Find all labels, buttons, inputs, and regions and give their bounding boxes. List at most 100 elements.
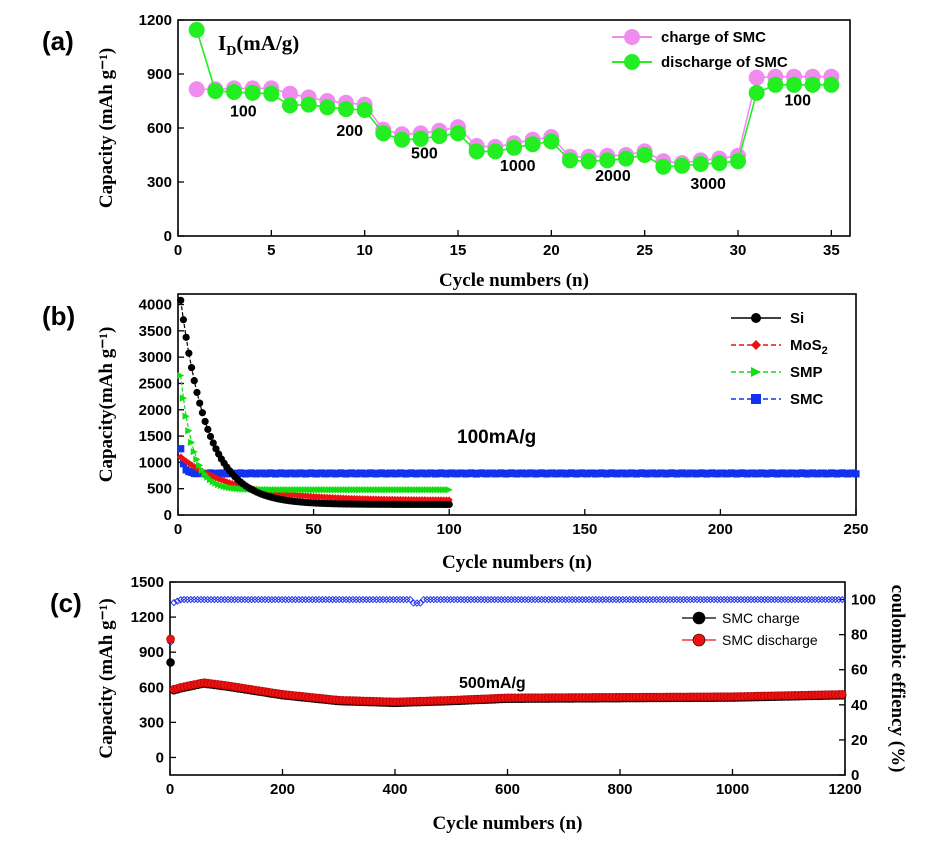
panel-a-data-point	[524, 136, 541, 153]
panel-a-data-point	[207, 83, 224, 100]
panel-b-data-point	[179, 316, 188, 324]
panel-b-data-point	[187, 438, 196, 446]
panel-b-data-point	[445, 496, 453, 504]
panel-b-data-point	[193, 388, 201, 397]
panel-c-y-axis-label: Capacity (mAh g⁻¹)	[96, 598, 117, 758]
panel-a-label: (a)	[42, 26, 74, 56]
panel-b-data-point	[217, 476, 225, 484]
panel-a-x-tick-label: 35	[823, 242, 840, 259]
panel-c-right-tick-label: 40	[851, 697, 868, 714]
panel-b-x-axis-label: Cycle numbers (n)	[442, 552, 592, 573]
panel-a-data-point	[244, 84, 261, 101]
panel-a-data-point	[580, 153, 597, 170]
panel-c-right-tick-label: 60	[851, 662, 868, 679]
panel-b-data-point	[179, 394, 188, 402]
panel-b-legend-subscript: 2	[822, 345, 828, 357]
panel-a-legend-entry: charge of SMC	[661, 29, 766, 46]
panel-a-data-point	[599, 152, 616, 169]
panel-c-x-tick-label: 1000	[716, 781, 749, 798]
panel-a-data-point	[338, 101, 354, 118]
panel-b-y-tick-label: 3500	[139, 323, 172, 340]
panel-a-data-point	[356, 102, 373, 118]
panel-a-y-tick-label: 600	[147, 120, 172, 137]
panel-c-x-tick-label: 600	[495, 781, 520, 798]
panel-b-data-point	[185, 349, 193, 357]
panel-a-x-tick-label: 5	[267, 242, 275, 259]
panel-c-y-tick-label: 900	[139, 644, 164, 661]
panel-a-x-tick-label: 10	[356, 242, 373, 259]
panel-c-x-tick-label: 400	[382, 781, 407, 798]
panel-b-plot-frame	[177, 293, 857, 516]
panel-b-y-tick-label: 0	[164, 507, 172, 524]
panel-b-y-tick-label: 4000	[139, 297, 172, 314]
panel-c-efficiency-point	[173, 597, 182, 605]
panel-a-x-tick-label: 30	[730, 242, 747, 259]
panel-a-x-tick-label: 20	[543, 242, 560, 259]
panel-a-rate-label: 100	[784, 93, 811, 110]
panel-a-data-point	[767, 76, 784, 93]
panel-c-capacity-point	[837, 690, 847, 699]
panel-a-legend-entry: discharge of SMC	[661, 54, 788, 71]
panel-a-rate-label: 3000	[690, 176, 726, 193]
panel-b-y-tick-label: 2500	[139, 375, 172, 392]
panel-b-y-axis-label: Capacity(mAh g⁻¹)	[96, 327, 117, 483]
panel-a-y-tick-label: 900	[147, 66, 172, 83]
panel-a-data-point	[375, 125, 392, 142]
panel-a-data-point	[562, 152, 578, 169]
panel-b-data-point	[201, 417, 209, 426]
panel-b-x-tick-label: 100	[437, 521, 462, 538]
panel-a-data-point	[748, 84, 765, 101]
panel-c-y-tick-label: 1500	[131, 574, 164, 591]
panel-a-data-point	[468, 143, 485, 160]
panel-a-y-tick-label: 300	[147, 174, 172, 191]
panel-a-rate-label: 100	[230, 103, 257, 120]
panel-c-rate-label: 500mA/g	[459, 675, 526, 692]
panel-a-data-point	[543, 133, 560, 150]
panel-b-chart: 0 50 100 150 200 2500500100015002000250030003…	[96, 293, 869, 573]
panel-b-data-point	[187, 364, 196, 372]
panel-c-legend-entry: SMC charge	[722, 610, 800, 626]
panel-c-legend-marker	[692, 633, 706, 647]
panel-b-data-point	[198, 466, 207, 474]
panel-c-y-tick-label: 600	[139, 679, 164, 696]
panel-a-data-point	[618, 150, 634, 167]
panel-c-right-tick-label: 100	[851, 592, 876, 609]
panel-a-data-point	[319, 99, 336, 116]
panel-b-legend-entry: SMP	[790, 364, 823, 381]
panel-c-y-tick-label: 300	[139, 714, 164, 731]
panel-c-x-axis-label: Cycle numbers (n)	[433, 813, 583, 834]
panel-b-data-point	[445, 486, 453, 494]
panel-b-data-point	[445, 500, 453, 509]
panel-a-x-axis-label: Cycle numbers (n)	[439, 270, 589, 291]
panel-b-data-point	[177, 453, 185, 461]
panel-b-data-point	[204, 425, 212, 433]
panel-b-data-point	[179, 460, 188, 468]
panel-b-data-point	[209, 439, 217, 447]
panel-b-legend-entry: Si	[790, 310, 804, 327]
panel-c-efficiency-point	[838, 595, 846, 604]
panel-a-data-point	[188, 21, 205, 38]
panel-b-data-point	[182, 412, 190, 420]
panel-b-data-point	[177, 296, 185, 304]
panel-b-rate-label: 100mA/g	[457, 427, 536, 448]
panel-a-data-point	[450, 125, 466, 142]
panel-c-legend-entry: SMC discharge	[722, 632, 818, 648]
panel-b-data-point	[193, 455, 201, 463]
panel-c-efficiency-point	[170, 598, 178, 607]
panel-b-legend-marker	[751, 313, 761, 323]
panel-a-chart: 0 5 10 15 20 25 30 35 0 300 600 900 1200 Cycle number…	[96, 12, 851, 291]
panel-c-x-tick-label: 800	[607, 781, 632, 798]
panel-a-data-point	[431, 128, 448, 145]
panel-b-data-point	[182, 333, 190, 341]
panel-c-right-tick-label: 20	[851, 732, 868, 749]
panel-a-legend-marker	[624, 54, 640, 70]
panel-a-data-point	[188, 81, 205, 98]
panel-a-rate-label: 500	[411, 146, 438, 163]
panel-c-right-tick-label: 0	[851, 767, 859, 784]
panel-c-y-tick-label: 1200	[131, 609, 164, 626]
panel-b-y-tick-label: 1000	[139, 454, 172, 471]
panel-a-y-tick-label: 1200	[139, 12, 172, 29]
panel-a-data-point	[636, 147, 653, 163]
panel-a-data-point	[655, 158, 672, 175]
panel-c-legend-marker	[692, 611, 706, 625]
